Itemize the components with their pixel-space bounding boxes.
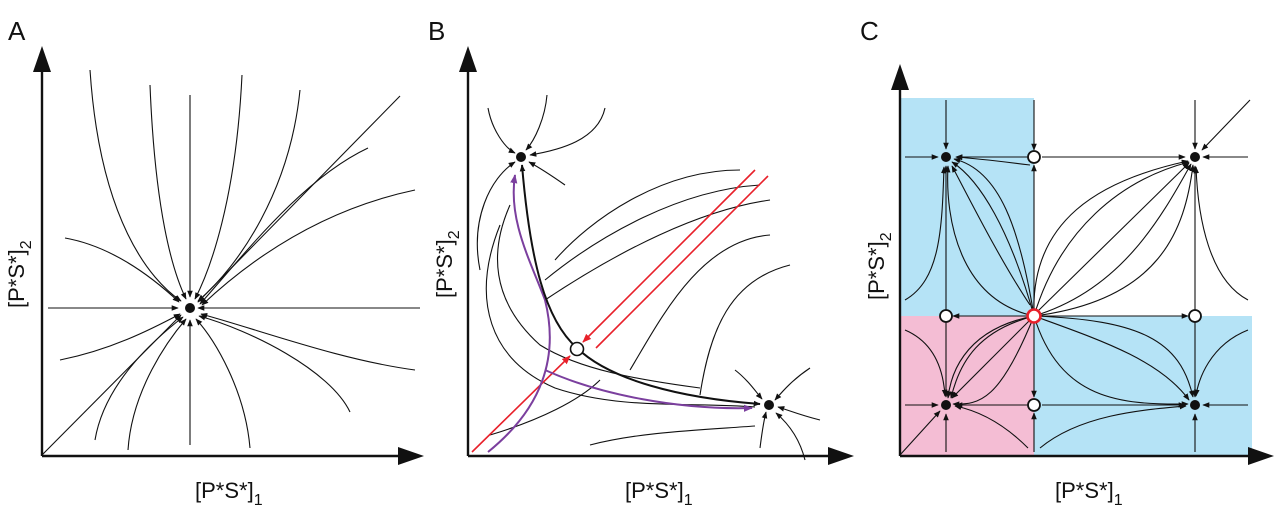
panel-b-highlight-trajectory-right [544, 369, 753, 412]
panel-a-x-axis-label: [P*S*]1 [195, 478, 263, 509]
panel-c-stable-point-top-left [941, 152, 951, 162]
panel-c-saddle-point-bottom-middle [1027, 398, 1041, 412]
panel-c-x-axis-label: [P*S*]1 [1055, 478, 1123, 509]
panel-b-separatrix-lower [471, 355, 571, 453]
panel-b-y-axis-label: [P*S*]2 [432, 230, 463, 298]
panel-label-b: B [428, 16, 445, 46]
panel-a-y-axis-label: [P*S*]2 [4, 240, 35, 308]
panel-b-separatrix-upper [582, 169, 756, 343]
panel-b-y-axis-arrow-icon [459, 46, 477, 72]
panel-b-unstable-manifold-up [519, 164, 578, 349]
panel-c-stable-point-bottom-left [941, 400, 951, 410]
panel-c-y-axis-arrow-icon [891, 64, 909, 90]
panel-c-y-axis-label: [P*S*]2 [864, 232, 895, 300]
panel-b-unstable-manifold-right [576, 347, 761, 407]
panel-c-basin-upper-left [900, 98, 1034, 316]
panel-c-saddle-point-middle-right [1188, 309, 1202, 323]
panel-c: C [860, 16, 1274, 509]
panel-b-highlight-trajectory-up [487, 174, 551, 453]
panel-b-x-axis-arrow-icon [828, 447, 854, 465]
panel-c-basin-lower-left [900, 316, 1034, 455]
panel-c-basin-lower-right [1034, 316, 1252, 455]
panel-c-stable-point-top-right [1190, 152, 1200, 162]
panel-label-a: A [8, 16, 26, 46]
panel-a-y-axis-arrow-icon [33, 46, 51, 72]
panel-a: A [P*S*]1 [4, 16, 424, 509]
panel-b: B [428, 16, 854, 509]
panel-b-separatrix-upper-2 [595, 175, 769, 349]
panel-b-saddle-point [569, 341, 585, 357]
panel-c-trajectories [899, 99, 1251, 456]
panel-a-trajectories [41, 69, 420, 456]
panel-b-stable-fixed-point-lower [764, 400, 774, 410]
panel-a-x-axis-arrow-icon [398, 447, 424, 465]
panel-a-stable-fixed-point [185, 303, 195, 313]
panel-b-stable-fixed-point-upper [516, 152, 526, 162]
panel-label-c: C [860, 16, 879, 46]
panel-c-saddle-point-middle-left [939, 309, 953, 323]
panel-c-saddle-point-top-middle [1027, 150, 1041, 164]
panel-b-x-axis-label: [P*S*]1 [625, 478, 693, 509]
panel-c-stable-point-bottom-right [1190, 400, 1200, 410]
panel-c-x-axis-arrow-icon [1248, 447, 1274, 465]
panel-c-unstable-point-center [1026, 308, 1042, 324]
